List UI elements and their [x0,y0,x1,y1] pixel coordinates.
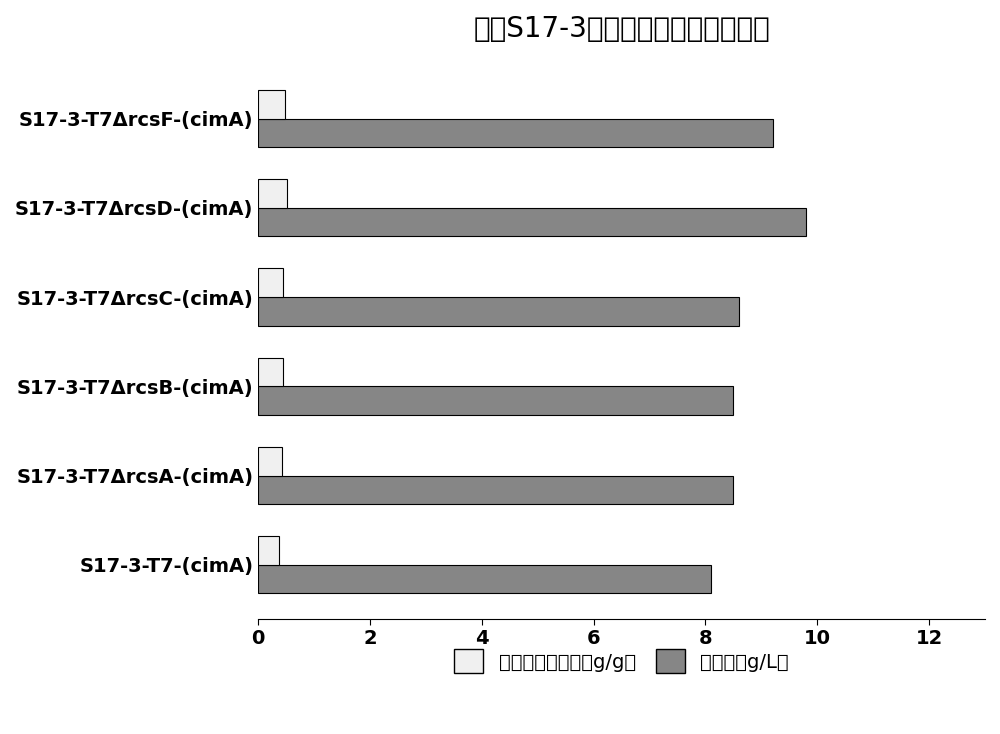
Bar [258,565,711,593]
Bar [258,179,287,208]
Bar [258,269,283,297]
Bar [258,476,733,504]
Bar [258,537,279,565]
Legend: 葡萄糖转化效率（g/g）, 柠苹酸（g/L）: 葡萄糖转化效率（g/g）, 柠苹酸（g/L） [447,642,797,681]
Bar [258,90,285,118]
Title: 不同S17-3突变株合成柠苹酸的水平: 不同S17-3突变株合成柠苹酸的水平 [473,15,770,43]
Bar [258,297,739,326]
Bar [258,386,733,415]
Bar [258,118,773,147]
Bar [258,357,283,386]
Bar [258,208,806,236]
Bar [258,447,282,476]
